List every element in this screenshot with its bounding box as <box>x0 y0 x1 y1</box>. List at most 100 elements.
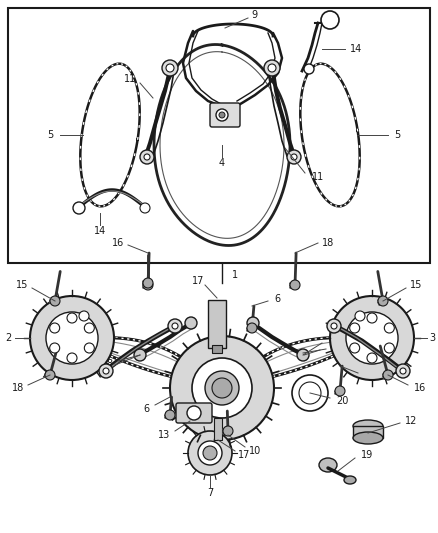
Ellipse shape <box>319 458 337 472</box>
Circle shape <box>144 154 150 160</box>
Circle shape <box>192 358 252 418</box>
Ellipse shape <box>353 420 383 432</box>
Circle shape <box>50 296 60 306</box>
Circle shape <box>331 323 337 329</box>
Circle shape <box>140 203 150 213</box>
Circle shape <box>383 370 393 380</box>
Circle shape <box>355 311 365 321</box>
Text: 8: 8 <box>102 363 108 373</box>
Circle shape <box>396 364 410 378</box>
Text: 17: 17 <box>238 450 250 460</box>
Text: 7: 7 <box>207 488 213 498</box>
Text: 14: 14 <box>350 44 362 54</box>
Ellipse shape <box>353 432 383 444</box>
Circle shape <box>103 368 109 374</box>
Circle shape <box>166 64 174 72</box>
Text: 6: 6 <box>274 294 280 304</box>
Circle shape <box>134 349 146 361</box>
Circle shape <box>67 313 77 323</box>
Circle shape <box>268 64 276 72</box>
Text: 1: 1 <box>232 270 238 280</box>
Circle shape <box>85 343 94 353</box>
Circle shape <box>85 323 94 333</box>
Circle shape <box>346 312 398 364</box>
Circle shape <box>378 296 388 306</box>
Circle shape <box>290 280 300 290</box>
Text: 18: 18 <box>322 238 334 248</box>
Circle shape <box>384 343 394 353</box>
Text: 10: 10 <box>249 446 261 456</box>
Text: 8: 8 <box>329 336 335 346</box>
Text: 8: 8 <box>332 342 338 352</box>
Circle shape <box>198 441 222 465</box>
Text: 6: 6 <box>143 404 149 414</box>
Text: 20: 20 <box>336 396 348 406</box>
Circle shape <box>172 323 178 329</box>
Circle shape <box>400 368 406 374</box>
Circle shape <box>185 317 197 329</box>
Text: 9: 9 <box>251 10 257 20</box>
Bar <box>214 418 222 440</box>
Circle shape <box>297 349 309 361</box>
FancyBboxPatch shape <box>176 403 212 423</box>
Circle shape <box>304 64 314 74</box>
Circle shape <box>321 11 339 29</box>
Circle shape <box>45 370 55 380</box>
Text: 19: 19 <box>361 450 373 460</box>
Circle shape <box>350 323 360 333</box>
Circle shape <box>219 112 225 118</box>
Text: 3: 3 <box>429 333 435 343</box>
Text: 13: 13 <box>158 430 170 440</box>
Circle shape <box>67 353 77 363</box>
Circle shape <box>143 278 153 288</box>
Text: 12: 12 <box>405 416 417 426</box>
Text: 16: 16 <box>364 371 376 381</box>
Circle shape <box>291 154 297 160</box>
Bar <box>353 426 383 438</box>
Text: 5: 5 <box>47 130 53 140</box>
FancyBboxPatch shape <box>210 103 240 127</box>
Text: 5: 5 <box>394 130 400 140</box>
Text: 8: 8 <box>106 359 112 369</box>
Circle shape <box>187 406 201 420</box>
Text: 15: 15 <box>410 280 422 290</box>
Circle shape <box>168 319 182 333</box>
Circle shape <box>49 323 60 333</box>
Circle shape <box>223 426 233 436</box>
Circle shape <box>367 313 377 323</box>
Text: 14: 14 <box>94 226 106 236</box>
Text: 18: 18 <box>12 383 24 393</box>
Text: 11: 11 <box>124 74 136 84</box>
Text: 16: 16 <box>414 383 426 393</box>
Circle shape <box>140 150 154 164</box>
Circle shape <box>46 312 98 364</box>
Text: 11: 11 <box>312 172 324 182</box>
Circle shape <box>165 410 175 420</box>
Circle shape <box>299 382 321 404</box>
Circle shape <box>287 150 301 164</box>
Circle shape <box>203 446 217 460</box>
Circle shape <box>330 296 414 380</box>
Circle shape <box>170 336 274 440</box>
Circle shape <box>30 296 114 380</box>
Circle shape <box>264 60 280 76</box>
Circle shape <box>384 323 394 333</box>
Bar <box>212 345 222 353</box>
Text: 15: 15 <box>16 280 28 290</box>
Circle shape <box>212 378 232 398</box>
Circle shape <box>292 375 328 411</box>
Circle shape <box>73 202 85 214</box>
Circle shape <box>188 431 232 475</box>
Circle shape <box>205 371 239 405</box>
Circle shape <box>99 364 113 378</box>
Circle shape <box>335 386 345 396</box>
Ellipse shape <box>344 476 356 484</box>
Text: 4: 4 <box>219 158 225 168</box>
Circle shape <box>367 353 377 363</box>
Circle shape <box>247 323 257 333</box>
Text: 17: 17 <box>192 276 204 286</box>
Circle shape <box>216 109 228 121</box>
Circle shape <box>327 319 341 333</box>
Circle shape <box>162 60 178 76</box>
Text: 16: 16 <box>112 238 124 248</box>
